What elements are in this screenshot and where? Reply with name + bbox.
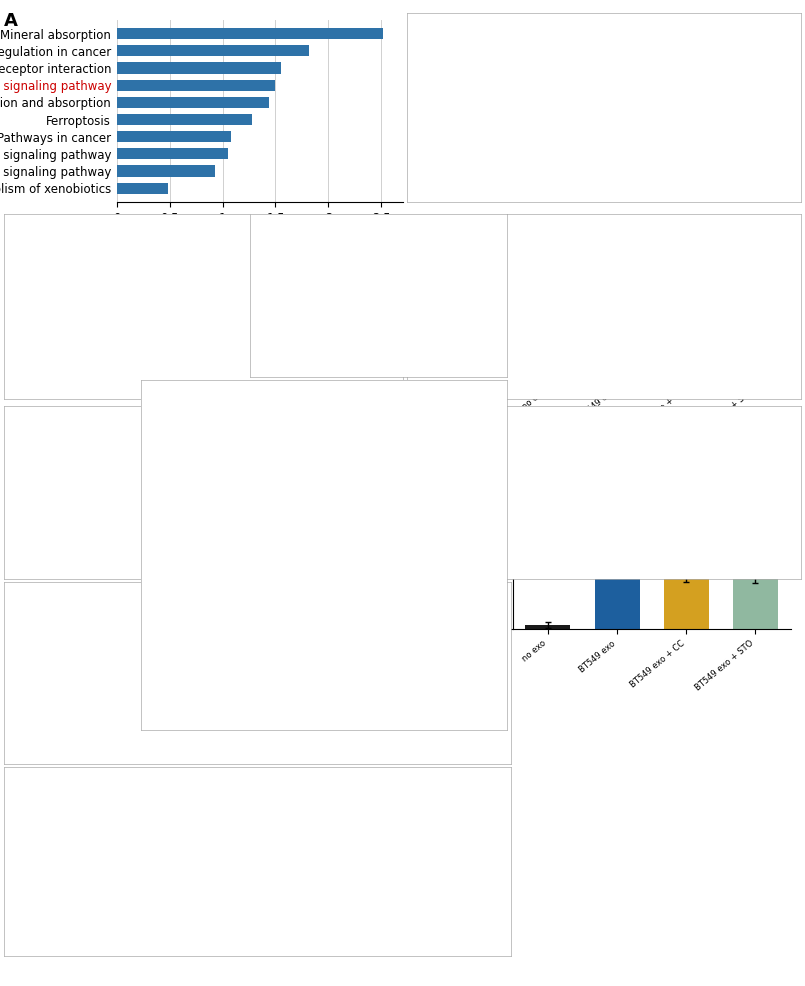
Bar (117, 148, 228, 160)
Bar (117, 28, 383, 39)
Text: ***: *** (576, 235, 589, 245)
Bar (117, 114, 252, 125)
Text: ***: *** (645, 479, 658, 489)
Y-axis label: Number of sprouts: Number of sprouts (470, 511, 479, 595)
Bar (117, 97, 269, 107)
Bar (664, 573, 708, 629)
Bar (595, 515, 639, 629)
Y-axis label: The number of tubes/field: The number of tubes/field (476, 242, 485, 359)
Text: ***: *** (576, 488, 589, 498)
X-axis label: -log10 (p): -log10 (p) (231, 231, 288, 244)
Text: A: A (4, 12, 18, 30)
Bar (117, 166, 215, 176)
Bar (117, 182, 167, 194)
Bar (733, 341, 778, 377)
Bar (595, 254, 639, 377)
Bar (117, 80, 275, 91)
Bar (117, 131, 231, 142)
Bar (117, 45, 309, 56)
Bar (664, 337, 708, 377)
Bar (733, 576, 778, 629)
Bar (526, 346, 571, 377)
Text: ***: *** (679, 471, 693, 481)
Text: ***: *** (679, 216, 693, 226)
Bar (117, 62, 281, 74)
Text: ***: *** (645, 226, 658, 236)
Bar (526, 625, 571, 629)
